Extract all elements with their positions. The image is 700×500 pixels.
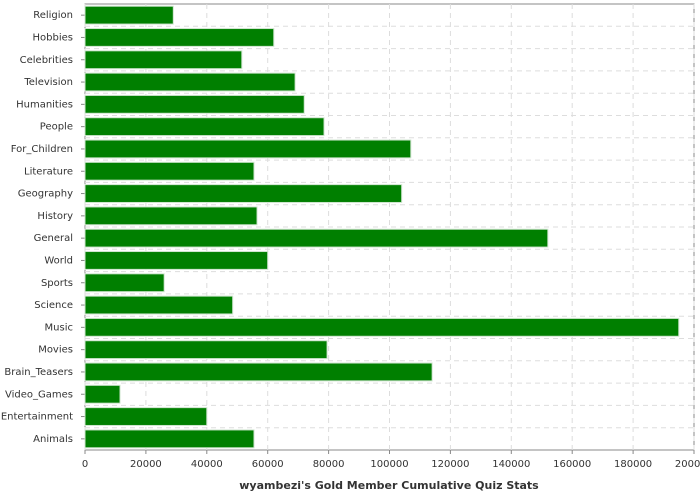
y-tick-label: People — [40, 122, 73, 133]
x-tick-label: 160000 — [553, 459, 591, 470]
y-tick-label: General — [34, 233, 73, 244]
bar — [84, 295, 234, 315]
y-tick-label: Geography — [18, 189, 73, 200]
y-tick-label: Celebrities — [20, 55, 73, 66]
x-tick-label: 100000 — [370, 459, 408, 470]
y-tick-label: Science — [34, 300, 73, 311]
bar — [84, 317, 680, 337]
y-tick-label: Video_Games — [5, 389, 73, 400]
chart-title: wyambezi's Gold Member Cumulative Quiz S… — [239, 479, 539, 492]
bar — [84, 184, 403, 203]
bar — [84, 407, 208, 426]
y-tick-label: Religion — [33, 10, 73, 21]
y-tick-label: Movies — [38, 345, 73, 356]
y-tick-label: Entertainment — [1, 412, 73, 423]
y-tick-label: Literature — [24, 166, 73, 177]
x-tick-label: 200000 — [675, 459, 700, 470]
y-tick-label: Hobbies — [33, 32, 73, 43]
bar — [84, 5, 174, 25]
y-tick-label: Animals — [33, 434, 73, 445]
bar — [84, 50, 243, 70]
x-tick-label: 20000 — [130, 459, 162, 470]
bar — [84, 251, 269, 270]
x-tick-label: 180000 — [614, 459, 652, 470]
bar — [84, 139, 412, 159]
x-tick-label: 0 — [82, 459, 88, 470]
bar — [84, 273, 165, 293]
y-tick-label: World — [44, 255, 73, 266]
bar — [84, 94, 305, 114]
y-tick-label: Music — [45, 322, 73, 333]
bar — [84, 228, 549, 248]
bar — [84, 161, 255, 181]
x-tick-label: 80000 — [313, 459, 345, 470]
bar — [84, 28, 275, 47]
bar — [84, 362, 433, 382]
x-tick-label: 140000 — [492, 459, 530, 470]
x-tick-label: 40000 — [191, 459, 223, 470]
bar — [84, 206, 258, 226]
bar — [84, 72, 296, 92]
bar — [84, 384, 121, 404]
bar — [84, 340, 328, 360]
x-tick-label: 60000 — [252, 459, 284, 470]
y-tick-label: Brain_Teasers — [4, 367, 73, 378]
y-tick-label: Sports — [41, 278, 73, 289]
bar — [84, 429, 255, 449]
bar — [84, 117, 325, 137]
y-tick-label: Television — [23, 77, 73, 88]
x-tick-label: 120000 — [431, 459, 469, 470]
y-tick-label: Humanities — [16, 99, 73, 110]
y-tick-label: For_Children — [11, 144, 73, 155]
y-tick-label: History — [37, 211, 73, 222]
